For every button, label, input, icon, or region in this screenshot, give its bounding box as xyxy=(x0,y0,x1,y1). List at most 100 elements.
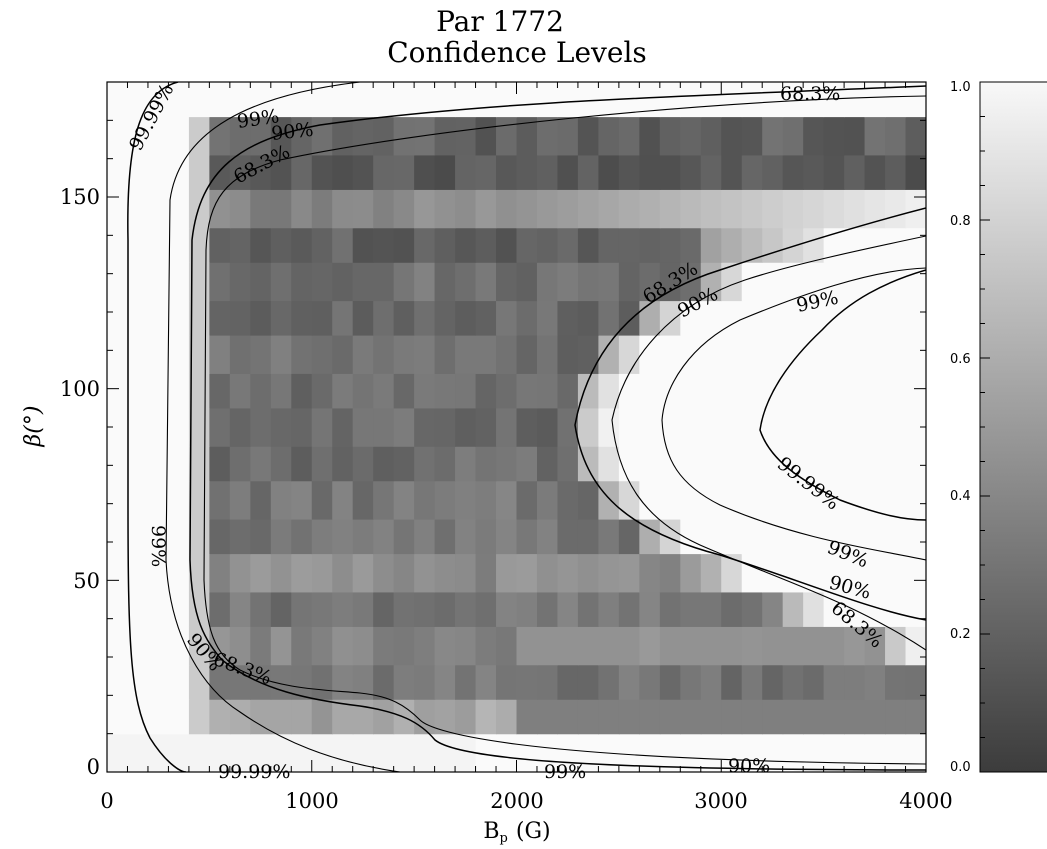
heatmap-cell xyxy=(270,626,292,666)
heatmap-cell xyxy=(209,446,231,482)
heatmap-cell xyxy=(209,519,231,555)
heatmap-cell xyxy=(455,300,477,336)
heatmap-cell xyxy=(741,262,763,302)
heatmap-cell xyxy=(721,335,743,374)
heatmap-cell xyxy=(844,227,866,263)
heatmap-cell xyxy=(885,446,907,482)
heatmap-cell xyxy=(557,664,579,700)
heatmap-cell xyxy=(823,189,845,229)
heatmap-cell xyxy=(598,227,620,263)
heatmap-cell xyxy=(680,591,702,627)
heatmap-cell xyxy=(516,300,538,336)
heatmap-cell xyxy=(209,699,231,735)
heatmap-cell xyxy=(885,480,907,520)
heatmap-cell xyxy=(475,154,497,190)
heatmap-cell xyxy=(844,189,866,229)
heatmap-cell xyxy=(844,300,866,336)
heatmap-cell xyxy=(823,626,845,666)
heatmap-cell xyxy=(147,262,170,302)
heatmap-cell xyxy=(516,335,538,374)
heatmap-cell xyxy=(803,446,825,482)
heatmap-cell xyxy=(496,407,518,447)
heatmap-cell xyxy=(188,227,210,263)
heatmap-cell xyxy=(352,699,374,735)
heatmap-cell xyxy=(516,446,538,482)
heatmap-cell xyxy=(107,733,129,772)
heatmap-cell xyxy=(700,519,722,555)
heatmap-cell xyxy=(516,116,538,156)
heatmap-cell xyxy=(885,591,907,627)
heatmap-cell xyxy=(700,446,722,482)
heatmap-cell xyxy=(618,82,640,118)
heatmap-cell xyxy=(229,373,251,409)
heatmap-cell xyxy=(352,262,374,302)
heatmap-cell xyxy=(291,553,313,593)
heatmap-cell xyxy=(455,519,477,555)
heatmap-cell xyxy=(618,189,640,229)
heatmap-cell xyxy=(577,335,599,374)
heatmap-cell xyxy=(455,446,477,482)
heatmap-cell xyxy=(209,227,231,263)
heatmap-cell xyxy=(823,519,845,555)
heatmap-cell xyxy=(434,480,456,520)
heatmap-cell xyxy=(496,373,518,409)
heatmap-cell xyxy=(864,116,886,156)
heatmap-cell xyxy=(475,82,497,118)
heatmap-cell xyxy=(762,82,784,118)
heatmap-cell xyxy=(373,626,395,666)
heatmap-cell xyxy=(496,553,518,593)
heatmap-cell xyxy=(352,227,374,263)
heatmap-cell xyxy=(455,553,477,593)
heatmap-cell xyxy=(721,227,743,263)
heatmap-cell xyxy=(659,373,681,409)
heatmap-cell xyxy=(373,300,395,336)
heatmap-cell xyxy=(823,262,845,302)
heatmap-cell xyxy=(393,154,415,190)
heatmap-cell xyxy=(577,519,599,555)
heatmap-cell xyxy=(352,480,374,520)
heatmap-cell xyxy=(680,373,702,409)
heatmap-cell xyxy=(291,373,313,409)
heatmap-cell xyxy=(557,373,579,409)
heatmap-cell xyxy=(250,154,272,190)
heatmap-cell xyxy=(229,82,251,118)
x-tick-label: 1000 xyxy=(285,789,338,813)
heatmap-cell xyxy=(393,553,415,593)
heatmap-cell xyxy=(209,733,231,772)
heatmap-cell xyxy=(782,626,804,666)
heatmap-cell xyxy=(291,733,313,772)
heatmap-cell xyxy=(721,300,743,336)
heatmap-cell xyxy=(455,480,477,520)
heatmap-cell xyxy=(885,553,907,593)
heatmap-cell xyxy=(803,373,825,409)
heatmap-cell xyxy=(311,82,333,118)
heatmap-cell xyxy=(475,373,497,409)
heatmap-cell xyxy=(557,446,579,482)
heatmap-cell xyxy=(577,664,599,700)
heatmap-cell xyxy=(475,300,497,336)
heatmap-cell xyxy=(311,300,333,336)
heatmap-cell xyxy=(250,480,272,520)
heatmap-cell xyxy=(270,373,292,409)
heatmap-cell xyxy=(434,82,456,118)
heatmap-cell xyxy=(311,154,333,190)
heatmap-cell xyxy=(414,733,436,772)
heatmap-cell xyxy=(107,446,129,482)
heatmap-cell xyxy=(188,446,210,482)
heatmap-cell xyxy=(127,699,149,735)
heatmap-cell xyxy=(516,480,538,520)
heatmap-cell xyxy=(373,446,395,482)
heatmap-cell xyxy=(659,626,681,666)
heatmap-cell xyxy=(188,407,210,447)
heatmap-cell xyxy=(598,553,620,593)
heatmap-cell xyxy=(598,480,620,520)
heatmap-cell xyxy=(516,82,538,118)
heatmap-cell xyxy=(332,373,354,409)
heatmap-cell xyxy=(455,733,477,772)
heatmap-cell xyxy=(127,407,149,447)
heatmap-cell xyxy=(741,335,763,374)
heatmap-cell xyxy=(844,116,866,156)
heatmap-cell xyxy=(250,699,272,735)
heatmap-cell xyxy=(823,227,845,263)
heatmap-cell xyxy=(270,300,292,336)
